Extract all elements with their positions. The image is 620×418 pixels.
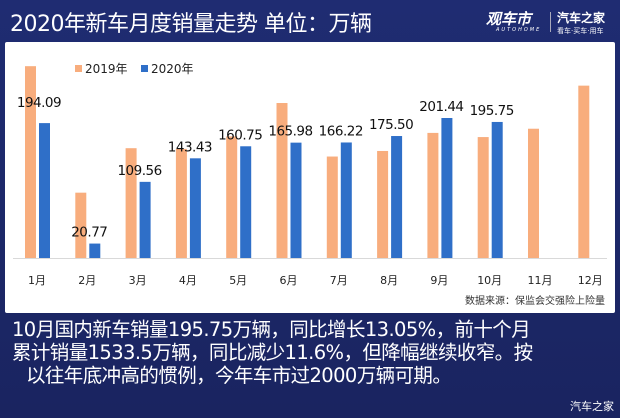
data-label: 166.22 xyxy=(319,123,363,139)
x-tick-label: 11月 xyxy=(528,274,553,287)
summary-text: 10月国内新车销量195.75万辆，同比增长13.05%，前十个月 累计销量15… xyxy=(12,318,616,387)
bar-2019年-3月 xyxy=(125,148,137,258)
bar-2019年-7月 xyxy=(326,156,338,258)
x-tick-label: 2月 xyxy=(78,274,96,287)
data-label: 143.43 xyxy=(168,139,212,155)
data-label: 194.09 xyxy=(17,95,61,111)
x-tick-label: 1月 xyxy=(28,274,46,287)
x-tick-label: 9月 xyxy=(430,274,448,287)
bar-2020年-9月 xyxy=(441,117,453,258)
logo-left-text: 观车市 xyxy=(486,10,532,28)
bar-2019年-10月 xyxy=(477,137,489,258)
logo-right-sub: 看车·买车·用车 xyxy=(557,27,604,35)
x-tick-label: 7月 xyxy=(330,274,348,287)
bar-2020年-6月 xyxy=(290,142,302,258)
bar-2020年-2月 xyxy=(89,243,101,258)
bar-2019年-9月 xyxy=(427,132,439,258)
x-tick-label: 10月 xyxy=(477,274,502,287)
data-label: 160.75 xyxy=(218,127,262,143)
data-label: 109.56 xyxy=(117,163,161,179)
x-tick-label: 8月 xyxy=(380,274,398,287)
bar-2020年-7月 xyxy=(340,142,352,258)
bar-2020年-1月 xyxy=(39,123,50,258)
x-tick-label: 6月 xyxy=(280,274,298,287)
bar-2019年-2月 xyxy=(75,192,87,258)
x-tick-label: 12月 xyxy=(578,274,603,287)
autohome-logo: 汽车之家看车·买车·用车 xyxy=(557,9,605,36)
x-tick-label: 3月 xyxy=(129,274,147,287)
watermark: 汽车之家 xyxy=(570,400,614,413)
data-label: 201.44 xyxy=(419,99,463,115)
legend-label: 2019年 xyxy=(85,62,128,76)
x-tick-label: 4月 xyxy=(179,274,197,287)
guancheshi-logo: 观车市 AUTOHOME xyxy=(486,8,541,33)
bar-2019年-6月 xyxy=(276,103,288,258)
bar-2020年-8月 xyxy=(391,136,403,258)
data-label: 175.50 xyxy=(369,117,413,133)
bar-2020年-4月 xyxy=(189,158,201,258)
bar-2019年-5月 xyxy=(226,136,238,258)
bar-2019年-11月 xyxy=(528,128,539,258)
summary-line-3: 以往年底冲高的惯例，今年车市过2000万辆可期。 xyxy=(26,364,452,387)
bar-chart: 2019年 2020年 1月 194.09 2月 20.77 3月 109.56 4月 143.4… xyxy=(13,62,607,287)
bar-2020年-10月 xyxy=(491,121,503,258)
page-title: 2020年新车月度销量走势 单位：万辆 xyxy=(10,12,372,37)
logo-right-text: 汽车之家 xyxy=(557,11,606,25)
bar-2019年-8月 xyxy=(377,150,389,258)
bar-2019年-4月 xyxy=(175,148,187,258)
bar-2020年-3月 xyxy=(139,181,151,258)
legend-swatch-2019年 xyxy=(75,65,82,72)
summary-line-2: 累计销量1533.5万辆，同比减少11.6%，但降幅继续收窄。按 xyxy=(12,341,533,364)
chart-panel: 2019年 2020年 1月 194.09 2月 20.77 3月 109.56 4月 143.4… xyxy=(5,42,615,313)
x-tick-label: 5月 xyxy=(229,274,247,287)
bar-2019年-12月 xyxy=(578,85,590,258)
legend-label: 2020年 xyxy=(151,62,194,76)
logo-left-sub: AUTOHOME xyxy=(496,27,542,33)
logo-divider xyxy=(550,12,551,32)
data-label: 195.75 xyxy=(470,103,514,119)
data-label: 165.98 xyxy=(268,124,312,140)
summary-line-1: 10月国内新车销量195.75万辆，同比增长13.05%，前十个月 xyxy=(12,318,531,341)
legend-swatch-2020年 xyxy=(141,65,148,72)
bar-2020年-5月 xyxy=(240,146,252,258)
data-label: 20.77 xyxy=(71,225,107,241)
data-source: 数据来源：保监会交强险上险量 xyxy=(465,296,605,307)
bar-2019年-1月 xyxy=(25,66,36,259)
